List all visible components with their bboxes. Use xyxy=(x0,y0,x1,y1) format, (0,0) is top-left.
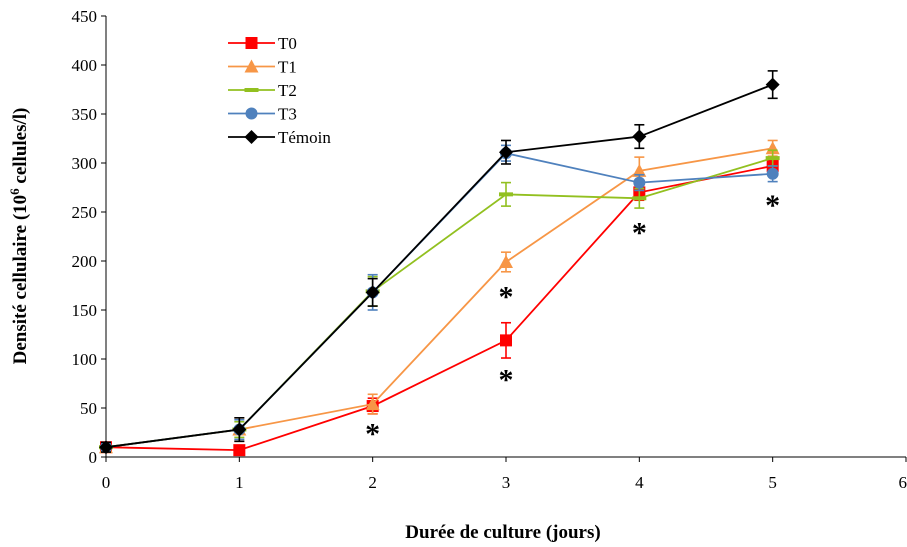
legend-marker xyxy=(245,37,258,49)
series-t0 xyxy=(100,157,779,457)
data-point xyxy=(632,129,647,144)
y-tick-label: 400 xyxy=(72,56,98,75)
data-point xyxy=(499,145,513,160)
data-point xyxy=(765,156,780,161)
legend-item: Témoin xyxy=(228,128,331,147)
y-tick-label: 450 xyxy=(72,7,98,26)
y-tick-label: 200 xyxy=(72,252,98,271)
legend-item: T1 xyxy=(228,58,297,77)
y-axis-title-superscript: 6 xyxy=(7,188,22,195)
data-point xyxy=(499,192,513,197)
series-line xyxy=(105,152,773,449)
y-ticks: 0 50 100 150 200 250 300 350 400 450 xyxy=(72,7,106,467)
series-t-moin xyxy=(99,70,780,455)
y-axis-title-unit: cellules/l) xyxy=(10,108,31,189)
data-point xyxy=(765,77,780,92)
legend-marker xyxy=(244,88,259,92)
legend-label: T2 xyxy=(278,81,297,100)
legend-item: T3 xyxy=(228,105,297,124)
x-axis-title: Durée de culture (jours) xyxy=(405,522,600,543)
legend-marker xyxy=(244,59,259,73)
legend-label: T3 xyxy=(278,105,297,124)
series-line xyxy=(105,165,773,452)
x-tick-label: 3 xyxy=(502,473,511,492)
x-tick-label: 5 xyxy=(768,473,777,492)
data-point xyxy=(632,163,647,177)
x-tick-label: 2 xyxy=(368,473,377,492)
series-line xyxy=(105,147,773,449)
significance-star: * xyxy=(365,418,380,451)
data-point xyxy=(99,440,113,455)
annotation-layer: * * * * * xyxy=(365,189,780,450)
x-ticks: 0 1 2 3 4 5 6 xyxy=(102,457,907,492)
legend-marker xyxy=(245,107,258,120)
legend-label: Témoin xyxy=(278,128,331,147)
y-tick-label: 350 xyxy=(72,105,98,124)
legend-marker xyxy=(244,130,259,144)
data-point xyxy=(365,285,380,300)
data-point xyxy=(632,196,647,201)
legend-label: T0 xyxy=(278,34,297,53)
legend-item: T2 xyxy=(228,81,297,100)
y-tick-label: 250 xyxy=(72,203,98,222)
data-point xyxy=(633,176,646,189)
significance-star: * xyxy=(499,364,514,397)
x-tick-label: 4 xyxy=(635,473,644,492)
data-point xyxy=(233,444,246,457)
series-line xyxy=(105,157,773,449)
y-tick-label: 0 xyxy=(89,448,98,467)
data-point xyxy=(500,334,512,347)
y-tick-label: 100 xyxy=(72,350,98,369)
series-layer xyxy=(99,70,780,457)
legend: T0 T1 T2 T3 Témoin xyxy=(228,34,331,147)
significance-star: * xyxy=(632,217,647,250)
data-point xyxy=(766,167,779,180)
series-t3 xyxy=(100,144,779,454)
significance-star: * xyxy=(765,189,780,222)
y-axis-title: Densité cellulaire (106 cellules/l) xyxy=(7,108,31,365)
y-axis-title-main: Densité cellulaire (10 xyxy=(10,195,31,365)
series-t2 xyxy=(99,149,780,452)
x-tick-label: 6 xyxy=(899,473,907,492)
x-tick-label: 0 xyxy=(102,473,111,492)
data-point xyxy=(232,422,247,437)
y-tick-label: 150 xyxy=(72,301,98,320)
legend-label: T1 xyxy=(278,58,297,77)
x-tick-label: 1 xyxy=(235,473,244,492)
y-tick-label: 50 xyxy=(80,399,97,418)
significance-star: * xyxy=(499,280,514,313)
y-tick-label: 300 xyxy=(72,154,98,173)
series-line xyxy=(105,83,773,449)
data-point xyxy=(365,397,380,411)
data-point xyxy=(499,254,513,268)
legend-item: T0 xyxy=(228,34,297,53)
